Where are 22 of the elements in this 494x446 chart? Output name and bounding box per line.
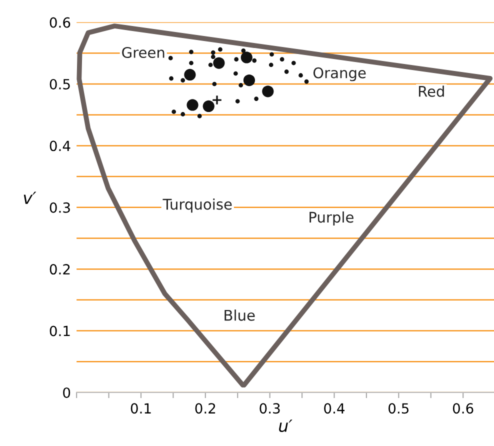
y-tick-label: 0.5 (50, 78, 70, 90)
y-axis-title: v′ (24, 192, 36, 204)
y-tick-label: 0.3 (50, 202, 70, 213)
y-tick-label: 0 (63, 387, 70, 398)
annotation: Blue (224, 310, 255, 321)
x-tick-label: 0.1 (130, 403, 151, 414)
x-tick-label: 0.3 (260, 403, 280, 414)
y-tick-label: 0.2 (50, 264, 70, 275)
x-tick-label: 0.2 (195, 403, 216, 414)
x-tick-label: 0.4 (324, 403, 345, 414)
annotation: Purple (310, 211, 354, 226)
annotation: Red (418, 86, 444, 97)
y-tick-label: 0.1 (50, 326, 70, 336)
annotation: Orange (313, 67, 366, 82)
y-tick-label: 0.4 (50, 140, 70, 152)
annotation: Green (122, 46, 164, 58)
x-tick-label: 0.5 (388, 403, 408, 414)
x-axis-title: u′ (279, 420, 292, 432)
y-tick-label: 0.6 (50, 17, 70, 28)
x-tick-label: 0.6 (452, 403, 474, 414)
annotation: Turquoise (162, 198, 232, 213)
line-series (76, 24, 493, 388)
